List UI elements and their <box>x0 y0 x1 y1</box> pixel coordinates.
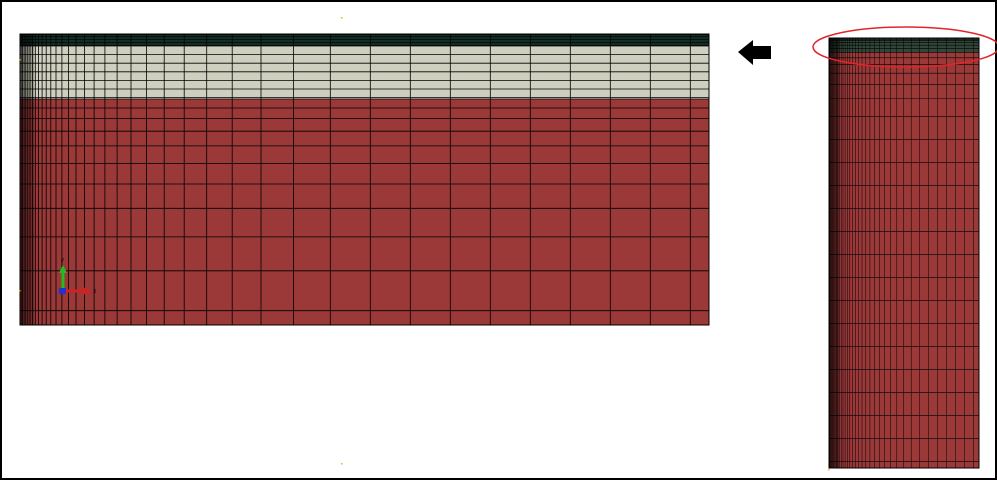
full-mesh-panel <box>812 26 997 469</box>
reference-marker <box>828 469 830 471</box>
full-mesh-grid-lines <box>828 37 979 468</box>
middle-layer <box>20 46 709 99</box>
axis-origin-icon <box>59 288 66 294</box>
reference-marker <box>341 463 343 465</box>
reference-marker <box>341 17 343 19</box>
top-layer <box>20 34 709 46</box>
x-axis-label: X <box>93 289 97 295</box>
zoomed-mesh-panel <box>19 33 710 326</box>
mesh-dense-edge <box>20 34 34 325</box>
reference-markers <box>19 17 830 471</box>
full-mesh-outline <box>828 37 980 469</box>
reference-marker <box>19 290 21 292</box>
x-axis-arrowhead-icon <box>83 287 91 295</box>
left-arrow-icon <box>738 40 771 65</box>
bottom-layer <box>20 99 709 325</box>
zoom-region-ellipse <box>812 26 997 68</box>
mesh-grid-lines <box>19 34 709 325</box>
axis-triad-icon: Y X <box>59 258 97 295</box>
zoomed-mesh-outline <box>19 33 710 326</box>
full-mesh-dense-edge <box>829 38 839 468</box>
y-axis-arrowhead-icon <box>59 265 67 273</box>
reference-marker <box>19 59 21 61</box>
y-axis-label: Y <box>61 258 65 264</box>
full-mesh-body <box>829 38 979 468</box>
